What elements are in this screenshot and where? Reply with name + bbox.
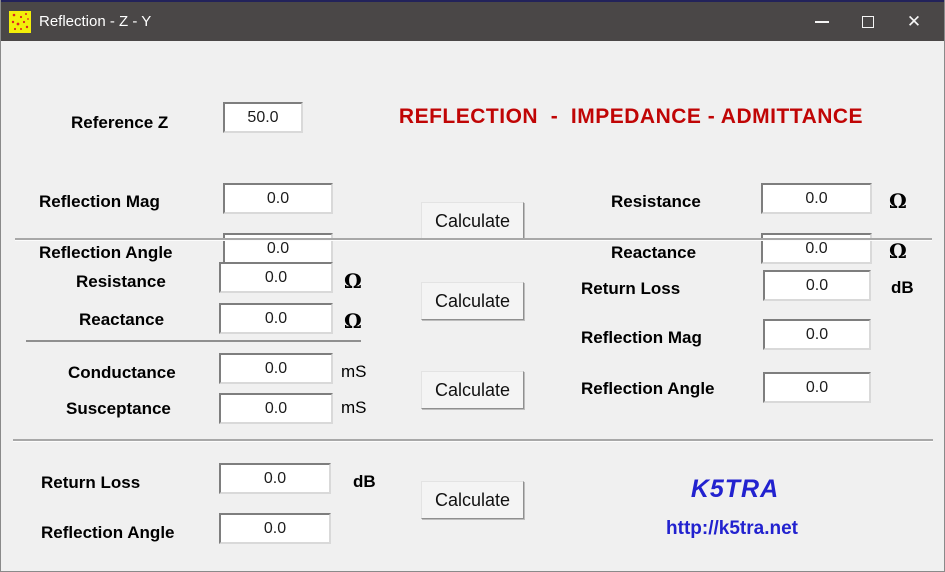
reflection-mag-out-input[interactable] bbox=[763, 319, 871, 350]
reflection-mag-out-label: Reflection Mag bbox=[581, 328, 702, 347]
reference-z-input[interactable] bbox=[223, 102, 303, 133]
reflection-angle-in-label: Reflection Angle bbox=[41, 523, 175, 542]
reflection-mag-label: Reflection Mag bbox=[39, 192, 160, 211]
calculate-button-3[interactable]: Calculate bbox=[421, 371, 524, 409]
reference-z-label: Reference Z bbox=[71, 113, 169, 132]
calculate-button-4[interactable]: Calculate bbox=[421, 481, 524, 519]
zy-divider bbox=[26, 340, 361, 342]
reactance-in-label: Reactance bbox=[79, 310, 165, 329]
susceptance-unit: mS bbox=[341, 398, 367, 417]
page-title: REFLECTION - IMPEDANCE - ADMITTANCE bbox=[398, 105, 864, 128]
minimize-button[interactable] bbox=[799, 2, 845, 42]
window-title: Reflection - Z - Y bbox=[39, 13, 152, 30]
maximize-icon bbox=[862, 16, 874, 28]
resistance-out-unit: Ω bbox=[889, 189, 907, 213]
return-loss-out-label: Return Loss bbox=[581, 279, 681, 298]
close-icon: ✕ bbox=[906, 11, 922, 32]
return-loss-out-input[interactable] bbox=[763, 270, 871, 301]
conductance-input[interactable] bbox=[219, 353, 333, 384]
reactance-out-label: Reactance bbox=[611, 243, 697, 262]
resistance-in-unit: Ω bbox=[344, 269, 362, 293]
minimize-icon bbox=[815, 21, 829, 23]
conductance-label: Conductance bbox=[68, 363, 176, 382]
reflection-angle-in-input[interactable] bbox=[219, 513, 331, 544]
return-loss-in-input[interactable] bbox=[219, 463, 331, 494]
return-loss-in-label: Return Loss bbox=[41, 473, 141, 492]
close-button[interactable]: ✕ bbox=[891, 2, 937, 42]
resistance-out-input[interactable] bbox=[761, 183, 872, 214]
section-divider-2 bbox=[13, 439, 933, 442]
reflection-angle-label: Reflection Angle bbox=[39, 243, 173, 262]
resistance-in-input[interactable] bbox=[219, 262, 333, 293]
reflection-mag-input[interactable] bbox=[223, 183, 333, 214]
reactance-out-unit: Ω bbox=[889, 239, 907, 263]
susceptance-label: Susceptance bbox=[66, 399, 171, 418]
reactance-in-unit: Ω bbox=[344, 309, 362, 333]
resistance-out-label: Resistance bbox=[611, 192, 701, 211]
return-loss-out-unit: dB bbox=[891, 278, 914, 297]
conductance-unit: mS bbox=[341, 362, 367, 381]
section-divider-1 bbox=[15, 238, 932, 241]
calculate-button-1[interactable]: Calculate bbox=[421, 202, 524, 240]
client-area: Reference Z REFLECTION - IMPEDANCE - ADM… bbox=[1, 41, 944, 571]
brand-callsign: K5TRA bbox=[690, 475, 780, 503]
brand-url[interactable]: http://k5tra.net bbox=[666, 518, 798, 539]
titlebar: Reflection - Z - Y ✕ bbox=[1, 0, 944, 41]
calculate-button-2[interactable]: Calculate bbox=[421, 282, 524, 320]
reflection-angle-out-label: Reflection Angle bbox=[581, 379, 715, 398]
return-loss-in-unit: dB bbox=[353, 472, 376, 491]
reactance-in-input[interactable] bbox=[219, 303, 333, 334]
susceptance-input[interactable] bbox=[219, 393, 333, 424]
maximize-button[interactable] bbox=[845, 2, 891, 42]
resistance-in-label: Resistance bbox=[76, 272, 166, 291]
reflection-angle-out-input[interactable] bbox=[763, 372, 871, 403]
app-icon bbox=[9, 11, 31, 33]
